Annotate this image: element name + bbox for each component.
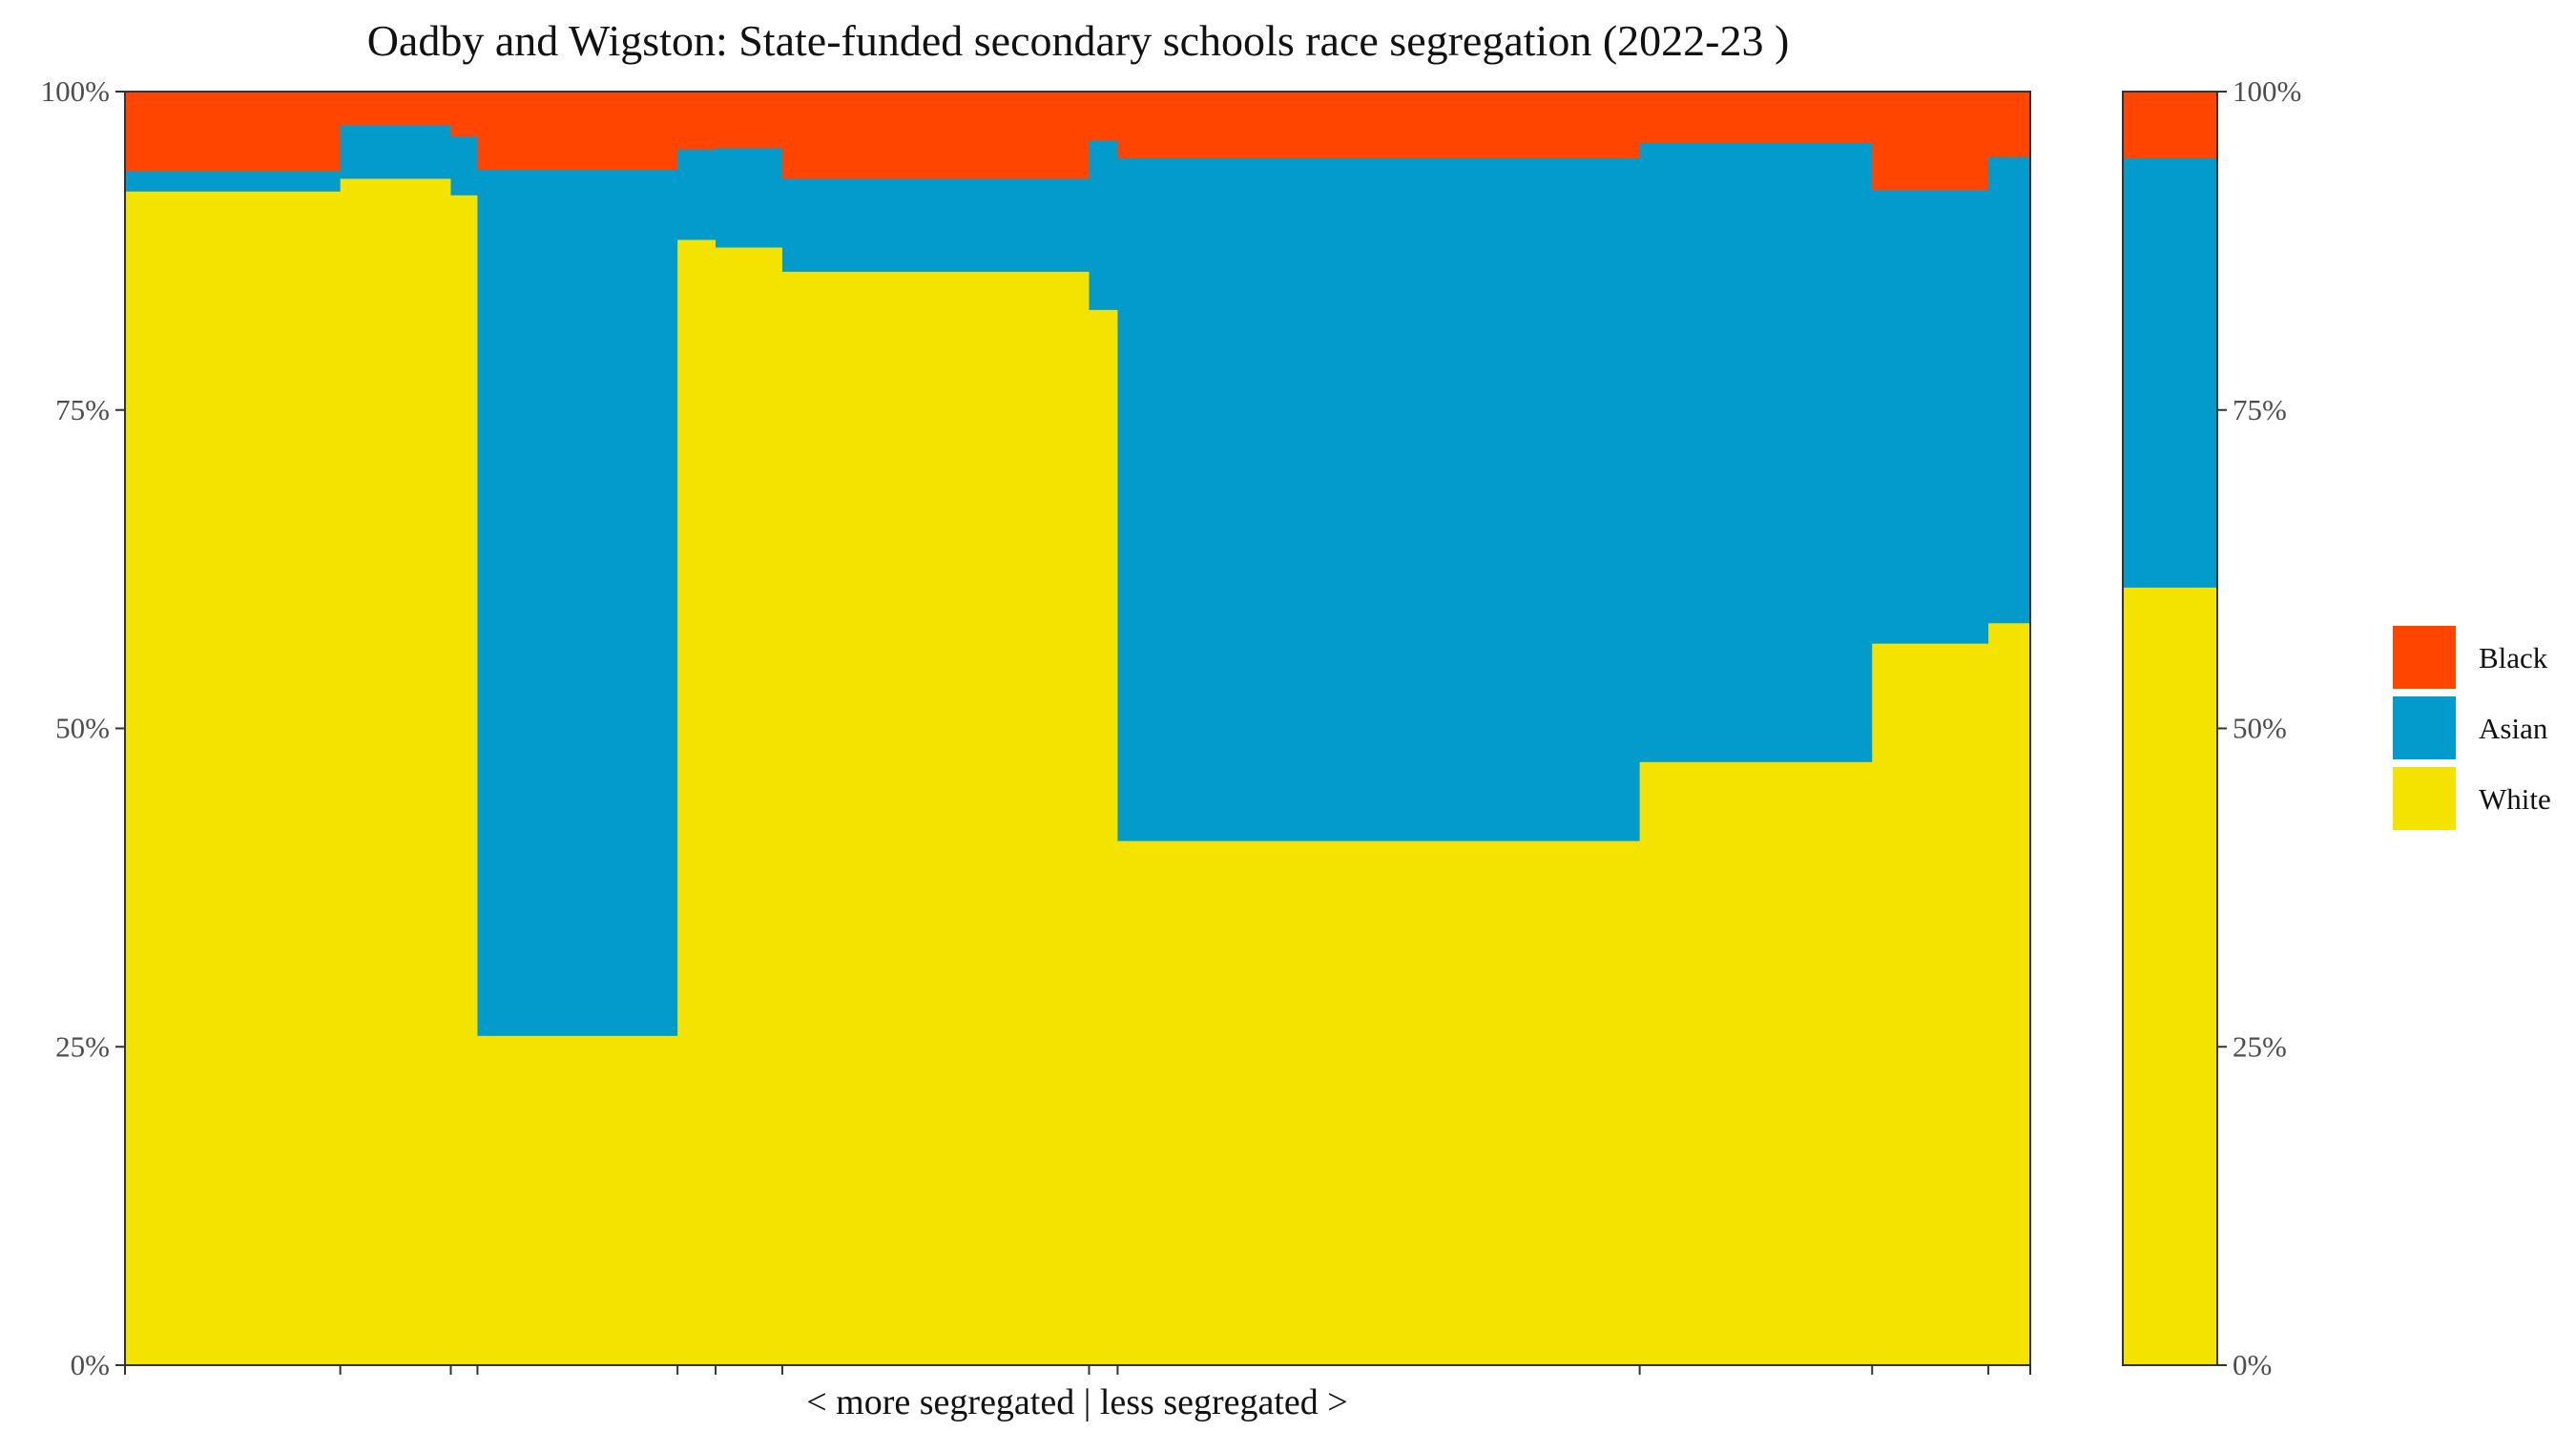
- bar-segment-school-3-black: [450, 92, 479, 137]
- bar-segment-school-1-black: [125, 92, 342, 172]
- legend-key-white: [2393, 767, 2456, 830]
- left-y-tick-label: 25%: [55, 1029, 110, 1063]
- bar-segment-school-11-black: [1872, 92, 1989, 191]
- legend-label-white: White: [2479, 782, 2551, 816]
- bar-segment-school-6-black: [716, 92, 783, 149]
- main-plot-bars: [125, 92, 2031, 1366]
- x-axis-ticks: [124, 1365, 2031, 1375]
- left-y-tick-label: 75%: [55, 393, 110, 426]
- bar-segment-school-12-asian: [1988, 156, 2031, 624]
- left-y-tick-label: 0%: [71, 1348, 110, 1381]
- bar-segment-school-1-white: [125, 191, 342, 1366]
- bar-segment-school-7-black: [781, 92, 1091, 179]
- bar-segment-school-1-asian: [125, 170, 342, 192]
- legend-key-asian: [2393, 696, 2456, 759]
- right-y-tick-label: 0%: [2233, 1348, 2272, 1381]
- legend: Black Asian White: [2393, 626, 2551, 830]
- bar-segment-school-4-asian: [477, 169, 678, 1036]
- overall-segment-black: [2123, 92, 2217, 159]
- left-y-axis: 0% 25% 50% 75% 100%: [41, 74, 125, 1381]
- right-y-tick-label: 100%: [2233, 74, 2301, 108]
- legend-label-black: Black: [2479, 641, 2548, 674]
- bar-segment-school-3-white: [450, 195, 479, 1366]
- overall-segment-white: [2123, 587, 2217, 1366]
- legend-key-black: [2393, 626, 2456, 689]
- right-y-tick-label: 75%: [2233, 393, 2287, 426]
- bar-segment-school-3-asian: [450, 135, 479, 196]
- bar-segment-school-6-white: [716, 246, 783, 1366]
- bar-segment-school-12-black: [1988, 92, 2031, 157]
- bar-segment-school-5-white: [677, 238, 717, 1366]
- bar-segment-school-9-black: [1117, 92, 1641, 159]
- right-y-tick-label: 25%: [2233, 1029, 2287, 1063]
- bar-segment-school-4-white: [477, 1035, 678, 1366]
- bar-segment-school-6-asian: [716, 147, 783, 248]
- bar-segment-school-2-white: [340, 177, 452, 1366]
- bar-segment-school-8-white: [1089, 309, 1119, 1366]
- bar-segment-school-10-white: [1639, 761, 1873, 1366]
- bar-segment-school-11-white: [1872, 643, 1989, 1366]
- bar-segment-school-8-black: [1089, 92, 1119, 141]
- right-y-axis: 0% 25% 50% 75% 100%: [2217, 74, 2301, 1381]
- bar-segment-school-4-black: [477, 92, 678, 171]
- overall-segment-asian: [2123, 157, 2217, 588]
- overall-bar: [2123, 92, 2217, 1366]
- left-y-tick-label: 50%: [55, 712, 110, 745]
- bar-segment-school-2-black: [340, 92, 452, 126]
- chart-title: Oadby and Wigston: State-funded secondar…: [367, 16, 1790, 65]
- bar-segment-school-5-asian: [677, 149, 717, 240]
- bar-segment-school-11-asian: [1872, 189, 1989, 644]
- bar-segment-school-2-asian: [340, 124, 452, 179]
- bar-segment-school-9-asian: [1117, 157, 1641, 841]
- bar-segment-school-8-asian: [1089, 139, 1119, 310]
- bar-segment-school-7-white: [781, 271, 1091, 1366]
- bar-segment-school-9-white: [1117, 840, 1641, 1366]
- left-y-tick-label: 100%: [41, 74, 110, 108]
- bar-segment-school-12-white: [1988, 622, 2031, 1366]
- legend-label-asian: Asian: [2479, 712, 2548, 745]
- bar-segment-school-10-asian: [1639, 142, 1873, 762]
- bar-segment-school-7-asian: [781, 177, 1091, 272]
- bar-segment-school-10-black: [1639, 92, 1873, 143]
- bar-segment-school-5-black: [677, 92, 717, 150]
- right-y-tick-label: 50%: [2233, 712, 2287, 745]
- x-axis-label: < more segregated | less segregated >: [806, 1382, 1347, 1422]
